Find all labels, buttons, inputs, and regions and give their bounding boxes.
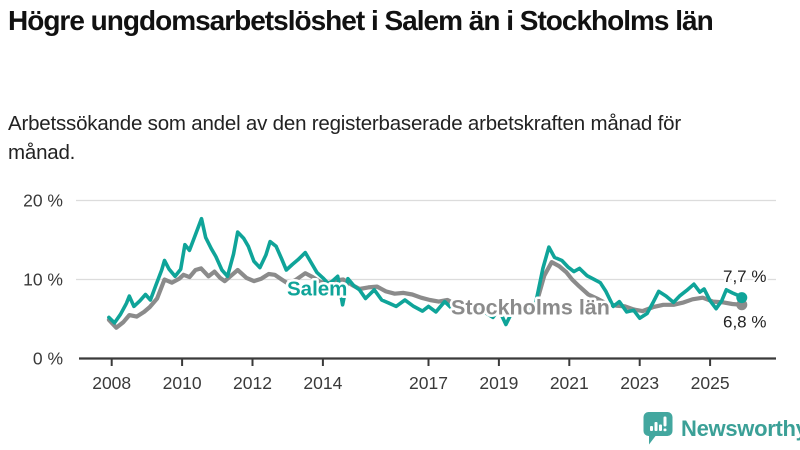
newsworthy-brand-text: Newsworthy bbox=[681, 416, 800, 441]
x-axis-tick-label: 2012 bbox=[233, 373, 272, 393]
x-axis-tick-label: 2019 bbox=[479, 373, 518, 393]
page-subtitle: Arbetssökande som andel av den registerb… bbox=[8, 112, 681, 164]
x-axis-tick-label: 2010 bbox=[163, 373, 202, 393]
x-axis-tick-label: 2014 bbox=[303, 373, 342, 393]
series-end-dot bbox=[736, 292, 748, 304]
series-annotation-stockholms-län: Stockholms län bbox=[451, 296, 610, 320]
end-value-label: 7,7 % bbox=[723, 267, 766, 286]
y-axis-tick-label: 0 % bbox=[33, 349, 63, 369]
y-axis-tick-label: 20 % bbox=[23, 191, 63, 211]
x-axis-tick-label: 2023 bbox=[620, 373, 659, 393]
x-axis-tick-label: 2008 bbox=[92, 373, 131, 393]
y-axis-tick-label: 10 % bbox=[23, 270, 63, 290]
x-axis-tick-label: 2017 bbox=[409, 373, 448, 393]
x-axis-tick-label: 2025 bbox=[691, 373, 730, 393]
x-axis-tick-label: 2021 bbox=[550, 373, 589, 393]
series-line-salem bbox=[107, 216, 744, 327]
page-title: Högre ungdomsarbetslöshet i Salem än i S… bbox=[8, 5, 714, 36]
series-line-stockholms-län bbox=[106, 260, 744, 330]
newsworthy-icon bbox=[643, 412, 673, 445]
end-value-label: 6,8 % bbox=[723, 312, 766, 331]
newsworthy-logo: Newsworthy bbox=[643, 412, 800, 446]
series-annotation-salem: Salem bbox=[287, 278, 347, 301]
